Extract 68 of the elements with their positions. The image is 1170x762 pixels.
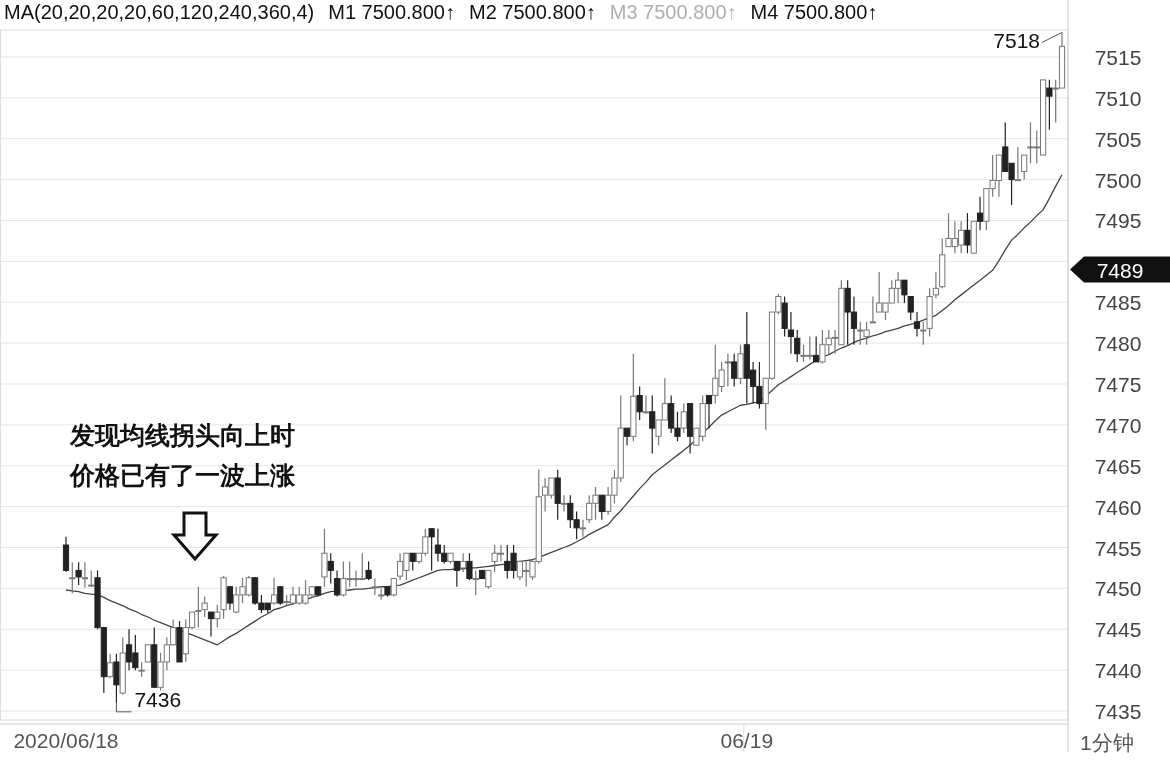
annotation: 发现均线拐头向上时 xyxy=(69,421,295,449)
candlestick xyxy=(724,353,731,388)
candlestick xyxy=(472,569,479,596)
y-tick-label: 7470 xyxy=(1094,413,1142,437)
candlestick xyxy=(69,561,76,594)
candlestick xyxy=(680,403,687,434)
candlestick xyxy=(365,560,372,581)
annotation: 7436 xyxy=(134,687,182,711)
y-tick-label: 7450 xyxy=(1094,577,1142,601)
candlestick xyxy=(932,271,940,299)
annotation: 价格已有了一波上涨 xyxy=(69,461,296,489)
candlestick xyxy=(113,653,120,704)
y-tick-label: 7455 xyxy=(1094,536,1142,560)
y-tick-label: 7495 xyxy=(1094,209,1142,233)
candlestick xyxy=(636,385,643,421)
candlestick xyxy=(913,311,921,338)
candlestick xyxy=(705,394,713,429)
text: 1分钟 xyxy=(1080,731,1134,754)
candlestick xyxy=(964,212,971,254)
y-tick-label: 7500 xyxy=(1094,168,1142,192)
y-tick-label: 7480 xyxy=(1094,332,1142,356)
candlestick xyxy=(207,611,215,638)
y-tick-label: 7435 xyxy=(1094,700,1142,724)
text: M2 7500.800↑ xyxy=(469,1,596,23)
candlestick xyxy=(460,552,467,573)
candlestick xyxy=(869,295,876,324)
candlestick xyxy=(270,577,278,606)
candlestick xyxy=(466,552,473,581)
y-tick-label: 7489 xyxy=(1096,258,1144,282)
candlestick xyxy=(598,494,605,521)
y-tick-label: 7445 xyxy=(1094,618,1142,642)
candlestick xyxy=(1046,79,1053,131)
candlestick xyxy=(731,353,738,388)
candlestick xyxy=(579,519,587,538)
y-tick-label: 7515 xyxy=(1094,45,1142,69)
text: M4 7500.800↑ xyxy=(750,1,878,23)
candlestick xyxy=(321,528,328,588)
text: MA(20,20,20,20,60,120,240,360,4) xyxy=(4,1,315,23)
candlestick xyxy=(327,552,334,585)
candlestick xyxy=(428,528,435,571)
candlestick xyxy=(642,394,650,415)
x-tick-label: 06/19 xyxy=(720,729,774,752)
candlestick xyxy=(794,329,801,363)
candlestick xyxy=(75,561,82,586)
y-tick-label: 7440 xyxy=(1094,659,1142,683)
y-tick-label: 7505 xyxy=(1094,127,1142,151)
candlestick xyxy=(107,653,114,679)
candlestick xyxy=(560,494,568,513)
y-tick-label: 7460 xyxy=(1094,495,1142,519)
candlestick xyxy=(333,569,341,598)
y-tick-label: 7485 xyxy=(1094,291,1142,315)
candlestick xyxy=(81,561,89,589)
y-tick-label: 7475 xyxy=(1094,372,1142,396)
candlestick xyxy=(1021,154,1028,181)
y-tick-label: 7465 xyxy=(1094,454,1142,478)
candlestick xyxy=(649,394,656,455)
candlestick xyxy=(813,335,820,363)
candlestick xyxy=(453,560,460,588)
line-series xyxy=(65,174,1063,646)
y-tick-label: 7510 xyxy=(1094,86,1142,110)
candlestick xyxy=(1014,146,1021,182)
x-tick-label: 2020/06/18 xyxy=(13,729,119,752)
annotation: 7518 xyxy=(993,29,1040,53)
text: M3 7500.800↑ xyxy=(609,1,737,23)
candlestick xyxy=(371,577,378,596)
text: M1 7500.800↑ xyxy=(328,1,455,23)
candlestick xyxy=(787,311,795,355)
candlestick xyxy=(976,196,984,231)
